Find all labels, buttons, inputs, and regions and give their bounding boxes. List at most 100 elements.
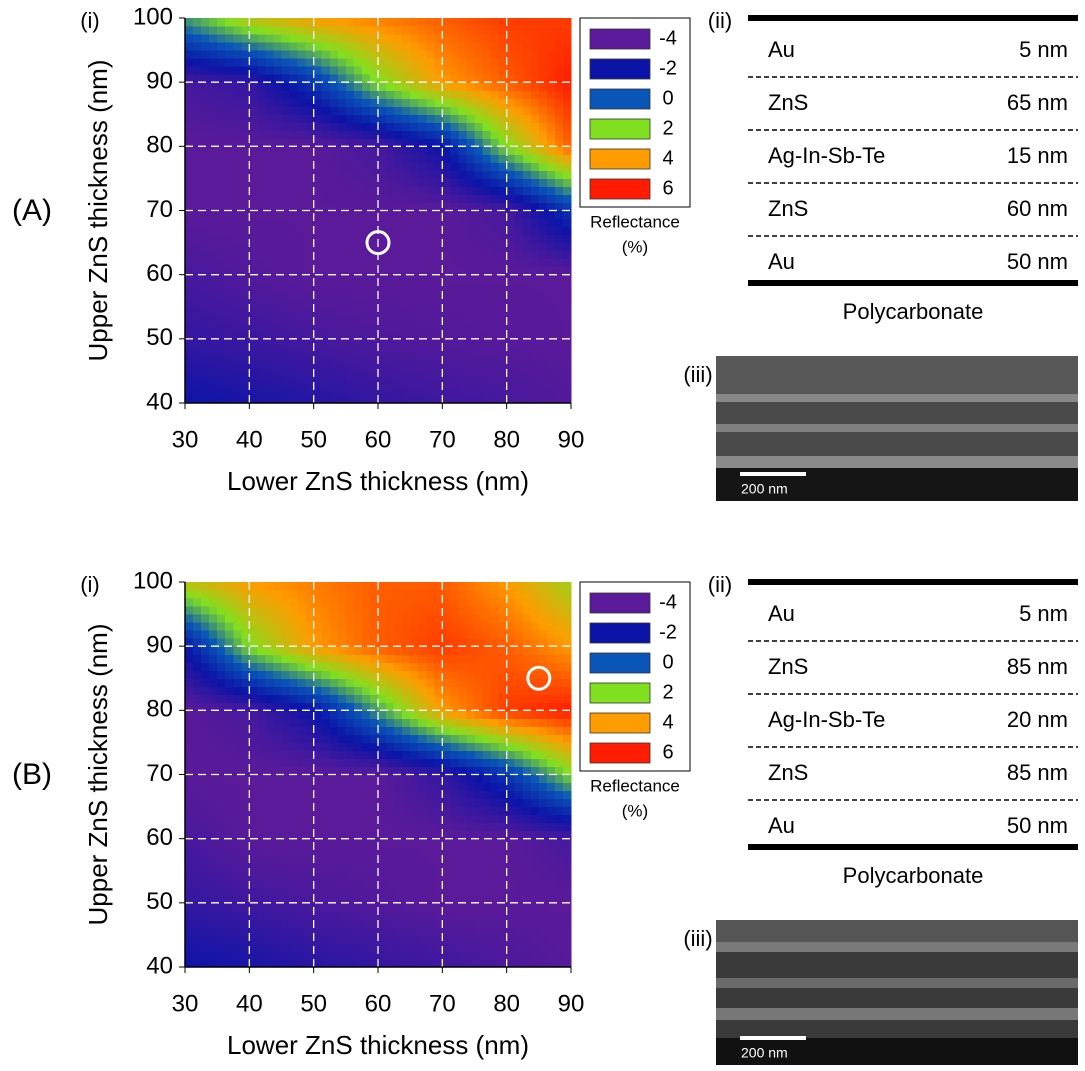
contour-cell <box>193 662 202 671</box>
contour-cell <box>290 662 299 671</box>
contour-cell <box>282 855 291 864</box>
contour-cell <box>265 259 274 268</box>
contour-cell <box>298 170 307 179</box>
contour-cell <box>426 750 435 759</box>
contour-cell <box>515 26 524 35</box>
contour-cell <box>466 775 475 784</box>
contour-cell <box>362 283 371 292</box>
contour-cell <box>354 831 363 840</box>
contour-cell <box>507 791 516 800</box>
contour-cell <box>466 702 475 711</box>
contour-cell <box>410 267 419 276</box>
contour-cell <box>314 259 323 268</box>
contour-cell <box>378 630 387 639</box>
contour-cell <box>491 267 500 276</box>
contour-cell <box>442 622 451 631</box>
contour-cell <box>241 799 250 808</box>
contour-cell <box>249 750 258 759</box>
contour-cell <box>249 355 258 364</box>
contour-cell <box>193 710 202 719</box>
contour-cell <box>523 783 532 792</box>
contour-cell <box>241 911 250 920</box>
contour-cell <box>338 935 347 944</box>
contour-cell <box>265 34 274 43</box>
contour-cell <box>257 758 266 767</box>
contour-cell <box>201 831 210 840</box>
contour-cell <box>225 670 234 679</box>
contour-cell <box>555 66 564 75</box>
contour-cell <box>394 178 403 187</box>
contour-cell <box>442 122 451 131</box>
contour-cell <box>290 98 299 107</box>
contour-cell <box>298 951 307 960</box>
contour-cell <box>426 919 435 928</box>
contour-cell <box>475 863 484 872</box>
contour-cell <box>209 275 218 284</box>
contour-cell <box>330 170 339 179</box>
contour-cell <box>233 831 242 840</box>
contour-cell <box>322 267 331 276</box>
contour-cell <box>555 598 564 607</box>
contour-cell <box>209 887 218 896</box>
contour-cell <box>346 251 355 260</box>
contour-cell <box>249 347 258 356</box>
contour-cell <box>346 154 355 163</box>
contour-cell <box>282 18 291 27</box>
contour-cell <box>458 903 467 912</box>
contour-cell <box>193 895 202 904</box>
contour-cell <box>515 178 524 187</box>
contour-cell <box>370 42 379 51</box>
contour-cell <box>185 122 194 131</box>
contour-cell <box>539 799 548 808</box>
contour-cell <box>475 98 484 107</box>
contour-cell <box>499 219 508 228</box>
contour-cell <box>225 742 234 751</box>
contour-cell <box>483 235 492 244</box>
contour-cell <box>362 718 371 727</box>
contour-cell <box>282 58 291 67</box>
contour-cell <box>273 606 282 615</box>
contour-cell <box>346 614 355 623</box>
contour-cell <box>442 331 451 340</box>
contour-cell <box>386 82 395 91</box>
contour-cell <box>290 82 299 91</box>
contour-cell <box>442 275 451 284</box>
contour-cell <box>354 146 363 155</box>
contour-cell <box>475 799 484 808</box>
contour-cell <box>515 622 524 631</box>
contour-cell <box>193 259 202 268</box>
contour-cell <box>370 331 379 340</box>
contour-cell <box>499 379 508 388</box>
contour-cell <box>265 823 274 832</box>
contour-cell <box>249 243 258 252</box>
contour-cell <box>282 670 291 679</box>
contour-cell <box>354 66 363 75</box>
contour-cell <box>338 363 347 372</box>
contour-cell <box>249 18 258 27</box>
contour-cell <box>563 331 572 340</box>
contour-cell <box>241 114 250 123</box>
contour-cell <box>426 694 435 703</box>
contour-cell <box>225 74 234 83</box>
contour-cell <box>507 259 516 268</box>
contour-cell <box>426 863 435 872</box>
contour-cell <box>378 766 387 775</box>
y-tick-label: 90 <box>146 632 173 659</box>
contour-cell <box>442 638 451 647</box>
contour-cell <box>225 122 234 131</box>
contour-cell <box>378 42 387 51</box>
contour-cell <box>330 219 339 228</box>
contour-cell <box>507 18 516 27</box>
contour-cell <box>410 742 419 751</box>
x-axis-label: Lower ZnS thickness (nm) <box>227 466 529 496</box>
contour-cell <box>290 219 299 228</box>
contour-cell <box>241 887 250 896</box>
contour-cell <box>507 919 516 928</box>
contour-cell <box>362 783 371 792</box>
contour-cell <box>346 291 355 300</box>
contour-cell <box>475 146 484 155</box>
contour-cell <box>426 943 435 952</box>
contour-cell <box>483 702 492 711</box>
contour-cell <box>338 734 347 743</box>
contour-cell <box>450 678 459 687</box>
